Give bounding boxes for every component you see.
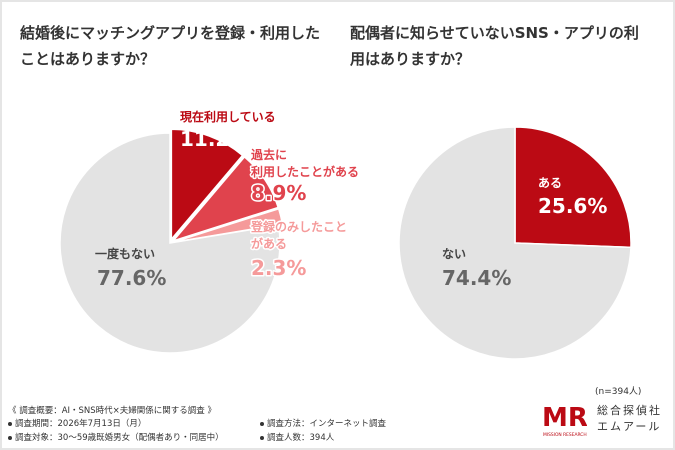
bullet-icon (260, 421, 264, 426)
left-pie-slice-3 (59, 132, 281, 354)
svg-text:MISSION RESEARCH: MISSION RESEARCH (543, 432, 587, 438)
left-pie-slice-2 (173, 207, 284, 243)
slice-label-never: 一度もない (95, 246, 155, 261)
survey-method-text: 調査方法：インターネット調査 (267, 419, 387, 429)
right-pie-slice-1 (398, 126, 632, 360)
slice-value-no: 74.4% (442, 266, 511, 290)
company-name-line1: 総合探偵社 (597, 404, 662, 417)
right-pie-slice-0 (514, 126, 632, 249)
chart-title-right: 配偶者に知らせていないSNS・アプリの利用はありますか？ (350, 24, 639, 68)
pie-chart-right (398, 126, 632, 360)
survey-overview: 《 調査概要：AI・SNS時代×夫婦関係に関する調査 》 (8, 406, 216, 416)
chart-title-left: 結婚後にマッチングアプリを登録・利用したことはありますか？ (20, 24, 321, 68)
pie-chart-left (59, 128, 284, 354)
company-logo: MR MISSION RESEARCH 総合探偵社 エムアール (541, 398, 671, 442)
survey-period: 調査期間：2026年7月13日（月） (8, 418, 146, 431)
slice-label-past-line1: 過去に (250, 147, 287, 162)
survey-target-text: 調査対象：30～59歳既婚男女（配偶者あり・同居中） (15, 433, 224, 443)
mr-logo-icon: MR MISSION RESEARCH (542, 403, 587, 438)
slice-value-never: 77.6% (97, 266, 166, 290)
slice-label-registered-line1: 登録のみしたこと (250, 219, 347, 234)
svg-text:MR: MR (542, 403, 587, 433)
company-name: 総合探偵社 エムアール (597, 403, 662, 435)
slice-label-registered-line2: がある (251, 236, 287, 251)
slice-label-past-line2: 利用したことがある (251, 164, 359, 179)
slice-value-yes: 25.6% (538, 194, 607, 218)
slice-value-past: 8.9% (251, 181, 306, 205)
survey-count: 調査人数：394人 (260, 432, 334, 445)
survey-target: 調査対象：30～59歳既婚男女（配偶者あり・同居中） (8, 432, 224, 445)
survey-method: 調査方法：インターネット調査 (260, 418, 386, 431)
survey-details: 調査期間：2026年7月13日（月） 調査方法：インターネット調査 調査対象：3… (8, 418, 428, 446)
left-pie-slice-0 (170, 128, 244, 242)
company-name-line2: エムアール (597, 420, 662, 433)
slice-label-no: ない (442, 247, 466, 261)
survey-period-text: 調査期間：2026年7月13日（月） (15, 419, 147, 429)
left-pie-slice-1 (171, 155, 280, 243)
slice-value-current: 11.2% (180, 127, 249, 151)
bullet-icon (8, 421, 12, 426)
survey-count-text: 調査人数：394人 (267, 433, 335, 443)
slice-label-current: 現在利用している (180, 109, 276, 124)
bullet-icon (8, 435, 12, 440)
slice-label-yes: ある (538, 176, 562, 190)
bullet-icon (260, 435, 264, 440)
slice-value-registered: 2.3% (251, 256, 306, 280)
sample-size-note: (n=394人) (595, 387, 642, 397)
